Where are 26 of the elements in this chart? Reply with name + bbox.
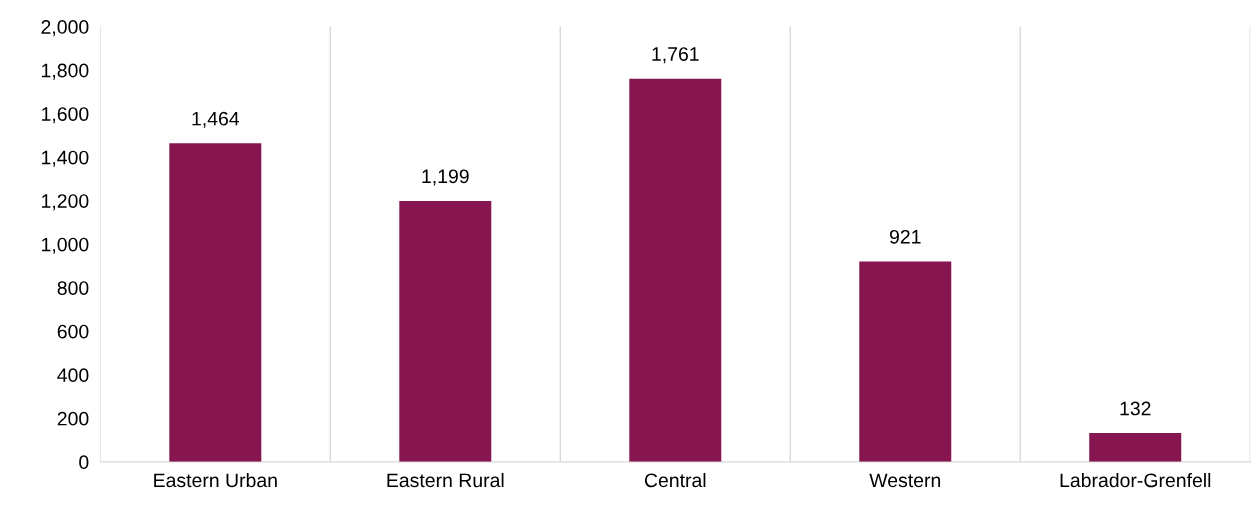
y-tick-label: 200 — [57, 411, 89, 426]
y-tick-label: 1,600 — [42, 107, 89, 124]
data-label: 1,199 — [422, 169, 469, 186]
y-tick-label: 0 — [79, 455, 89, 470]
y-tick-label: 1,800 — [42, 63, 89, 80]
y-tick-label: 600 — [57, 324, 89, 339]
bar — [169, 143, 262, 462]
x-tick-label: Eastern Urban — [154, 472, 277, 488]
data-label: 1,464 — [192, 111, 240, 128]
x-tick-label: Eastern Rural — [387, 472, 504, 488]
data-label: 132 — [1120, 401, 1151, 416]
y-tick-label: 1,400 — [42, 150, 89, 167]
x-tick-label: Western — [869, 473, 941, 488]
bar — [629, 78, 722, 462]
y-tick-label: 400 — [57, 368, 89, 383]
y-tick-label: 800 — [57, 281, 89, 295]
y-tick-label: 2,000 — [41, 20, 89, 37]
bar — [1089, 433, 1182, 462]
x-tick-label: Central — [644, 472, 706, 488]
bar — [859, 261, 952, 462]
y-tick-label: 1,200 — [42, 194, 89, 211]
data-label: 921 — [889, 229, 921, 244]
y-tick-label: 1,000 — [42, 237, 89, 254]
bar — [399, 200, 492, 462]
x-tick-label: Labrador-Grenfell — [1060, 472, 1211, 488]
data-label: 1,761 — [652, 47, 699, 64]
